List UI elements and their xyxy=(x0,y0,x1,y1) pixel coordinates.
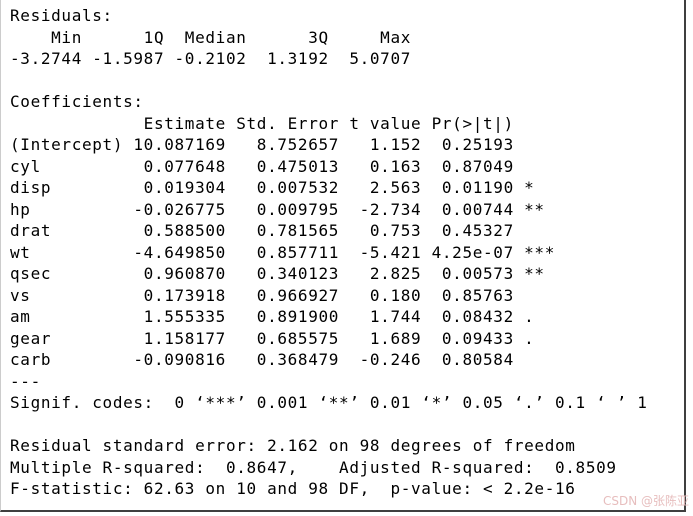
r-summary-output: Residuals: Min 1Q Median 3Q Max -3.2744 … xyxy=(10,6,648,498)
csdn-watermark: CSDN @张陈亚 xyxy=(602,494,689,508)
